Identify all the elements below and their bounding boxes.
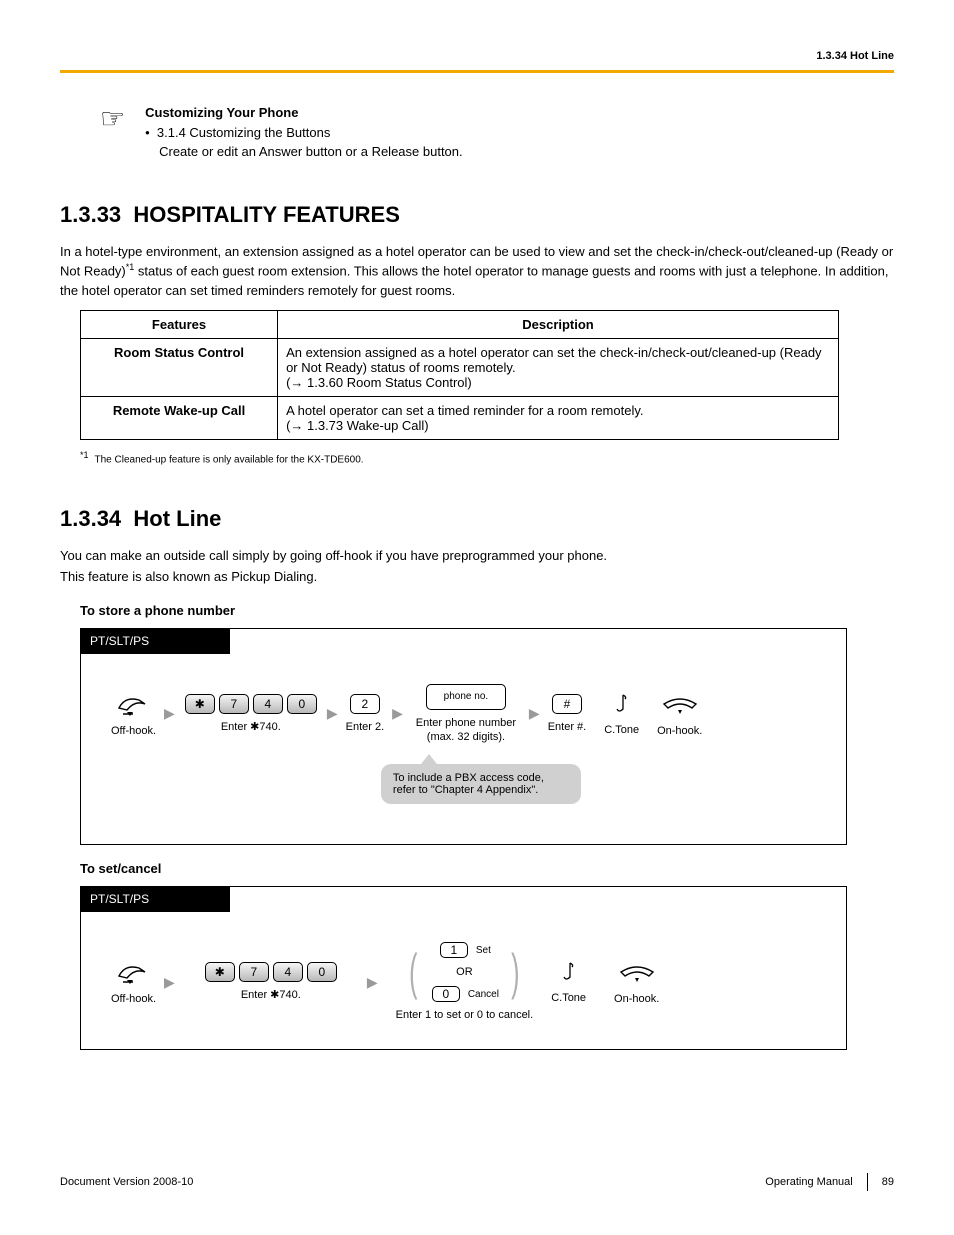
row0-desc: An extension assigned as a hotel operato… xyxy=(286,345,822,375)
key-7: 7 xyxy=(239,962,269,982)
row1-desc: A hotel operator can set a timed reminde… xyxy=(286,403,643,418)
key-group-740-2: ✱ 7 4 0 xyxy=(203,962,339,982)
pointing-hand-icon: ☞ xyxy=(100,103,125,162)
onhook-label-2: On-hook. xyxy=(614,992,659,1006)
paren-right-icon: ) xyxy=(511,943,519,1001)
tip-block: ☞ Customizing Your Phone • 3.1.4 Customi… xyxy=(100,103,894,162)
key-hash: # xyxy=(552,694,582,714)
opt-cancel-label: Cancel xyxy=(468,989,499,1000)
offhook-icon xyxy=(115,690,153,718)
key-4: 4 xyxy=(253,694,283,714)
section-1-paragraph: In a hotel-type environment, an extensio… xyxy=(60,242,894,301)
section-2-title: Hot Line xyxy=(133,506,221,531)
key-star: ✱ xyxy=(185,694,215,714)
arrow-icon: ▶ xyxy=(529,705,540,722)
key-0: 0 xyxy=(307,962,337,982)
sec1-sup: *1 xyxy=(126,262,135,272)
feature-desc-0: An extension assigned as a hotel operato… xyxy=(278,339,839,397)
enter-740-label-2: Enter ✱740. xyxy=(241,988,301,1002)
arrow-icon: ▶ xyxy=(327,705,338,722)
procedure-box-2: PT/SLT/PS Off-hook. ▶ ✱ 7 4 xyxy=(80,886,847,1049)
phone-no-label: Enter phone number (max. 32 digits). xyxy=(411,716,521,745)
callout-bubble: To include a PBX access code, refer to "… xyxy=(381,764,581,804)
offhook-label: Off-hook. xyxy=(111,724,156,738)
enter-740-label: Enter ✱740. xyxy=(221,720,281,734)
feature-name-1: Remote Wake-up Call xyxy=(81,397,278,440)
table-header-features: Features xyxy=(81,311,278,339)
tip-title: Customizing Your Phone xyxy=(145,103,463,123)
enter-2-label: Enter 2. xyxy=(346,720,385,734)
tip-text: Customizing Your Phone • 3.1.4 Customizi… xyxy=(145,103,463,162)
tone-label: C.Tone xyxy=(604,723,639,737)
tone-icon xyxy=(611,691,633,717)
dial-rect: phone no. xyxy=(426,684,506,710)
header-rule xyxy=(60,70,894,73)
tip-line1: 3.1.4 Customizing the Buttons xyxy=(157,125,330,140)
row0-ref: (→ 1.3.60 Room Status Control) xyxy=(286,375,472,390)
tone-icon xyxy=(558,959,580,985)
section-1-title: HOSPITALITY FEATURES xyxy=(133,202,399,227)
table-row: Room Status Control An extension assigne… xyxy=(81,339,839,397)
proc1-tab: PT/SLT/PS xyxy=(80,628,230,654)
sub-heading-store: To store a phone number xyxy=(80,603,894,618)
footnote-mark: *1 xyxy=(80,450,89,460)
footer-divider xyxy=(867,1173,868,1191)
sub-heading-setcancel: To set/cancel xyxy=(80,861,894,876)
footer-doc-version: Document Version 2008-10 xyxy=(60,1176,193,1188)
feature-desc-1: A hotel operator can set a timed reminde… xyxy=(278,397,839,440)
enter-hash-label: Enter #. xyxy=(548,720,587,734)
onhook-icon xyxy=(617,958,657,986)
section-2-number: 1.3.34 xyxy=(60,506,121,531)
features-table: Features Description Room Status Control… xyxy=(80,310,839,440)
table-row: Remote Wake-up Call A hotel operator can… xyxy=(81,397,839,440)
key-4: 4 xyxy=(273,962,303,982)
key-2: 2 xyxy=(350,694,380,714)
footnote: *1 The Cleaned-up feature is only availab… xyxy=(80,450,894,465)
key-group-740: ✱ 7 4 0 xyxy=(183,694,319,714)
section-2-heading: 1.3.34 Hot Line xyxy=(60,506,894,532)
sec2-para2: This feature is also known as Pickup Dia… xyxy=(60,567,894,587)
offhook-icon xyxy=(115,958,153,986)
arrow-icon: ▶ xyxy=(164,974,175,991)
row1-ref: (→ 1.3.73 Wake-up Call) xyxy=(286,418,429,433)
option-group: ( 1 Set OR 0 Cancel ) xyxy=(405,942,523,1002)
key-0-cancel: 0 xyxy=(432,986,460,1002)
section-1-number: 1.3.33 xyxy=(60,202,121,227)
header-section-ref: 1.3.34 Hot Line xyxy=(60,50,894,62)
key-7: 7 xyxy=(219,694,249,714)
sec2-para1: You can make an outside call simply by g… xyxy=(60,546,894,566)
table-header-description: Description xyxy=(278,311,839,339)
opt-set-label: Set xyxy=(476,945,491,956)
offhook-label-2: Off-hook. xyxy=(111,992,156,1006)
onhook-icon xyxy=(660,690,700,718)
arrow-icon: ▶ xyxy=(392,705,403,722)
paren-left-icon: ( xyxy=(409,943,417,1001)
onhook-label: On-hook. xyxy=(657,724,702,738)
footnote-text: The Cleaned-up feature is only available… xyxy=(95,455,364,466)
arrow-icon: ▶ xyxy=(367,974,378,991)
footer-page-number: 89 xyxy=(882,1176,894,1188)
tone-label-2: C.Tone xyxy=(551,991,586,1005)
feature-name-0: Room Status Control xyxy=(81,339,278,397)
key-0: 0 xyxy=(287,694,317,714)
key-1: 1 xyxy=(440,942,468,958)
arrow-icon: ▶ xyxy=(164,705,175,722)
footer-manual-name: Operating Manual xyxy=(765,1176,852,1188)
opt-bottom-label: Enter 1 to set or 0 to cancel. xyxy=(396,1008,534,1022)
procedure-box-1: PT/SLT/PS Off-hook. ▶ ✱ 7 4 0 xyxy=(80,628,847,846)
or-label: OR xyxy=(456,966,473,978)
tip-line2: Create or edit an Answer button or a Rel… xyxy=(159,142,463,162)
section-1-heading: 1.3.33 HOSPITALITY FEATURES xyxy=(60,202,894,228)
proc2-tab: PT/SLT/PS xyxy=(80,886,230,912)
sec1-para-b: status of each guest room extension. Thi… xyxy=(60,263,888,298)
page-footer: Document Version 2008-10 Operating Manua… xyxy=(60,1173,894,1191)
key-star: ✱ xyxy=(205,962,235,982)
